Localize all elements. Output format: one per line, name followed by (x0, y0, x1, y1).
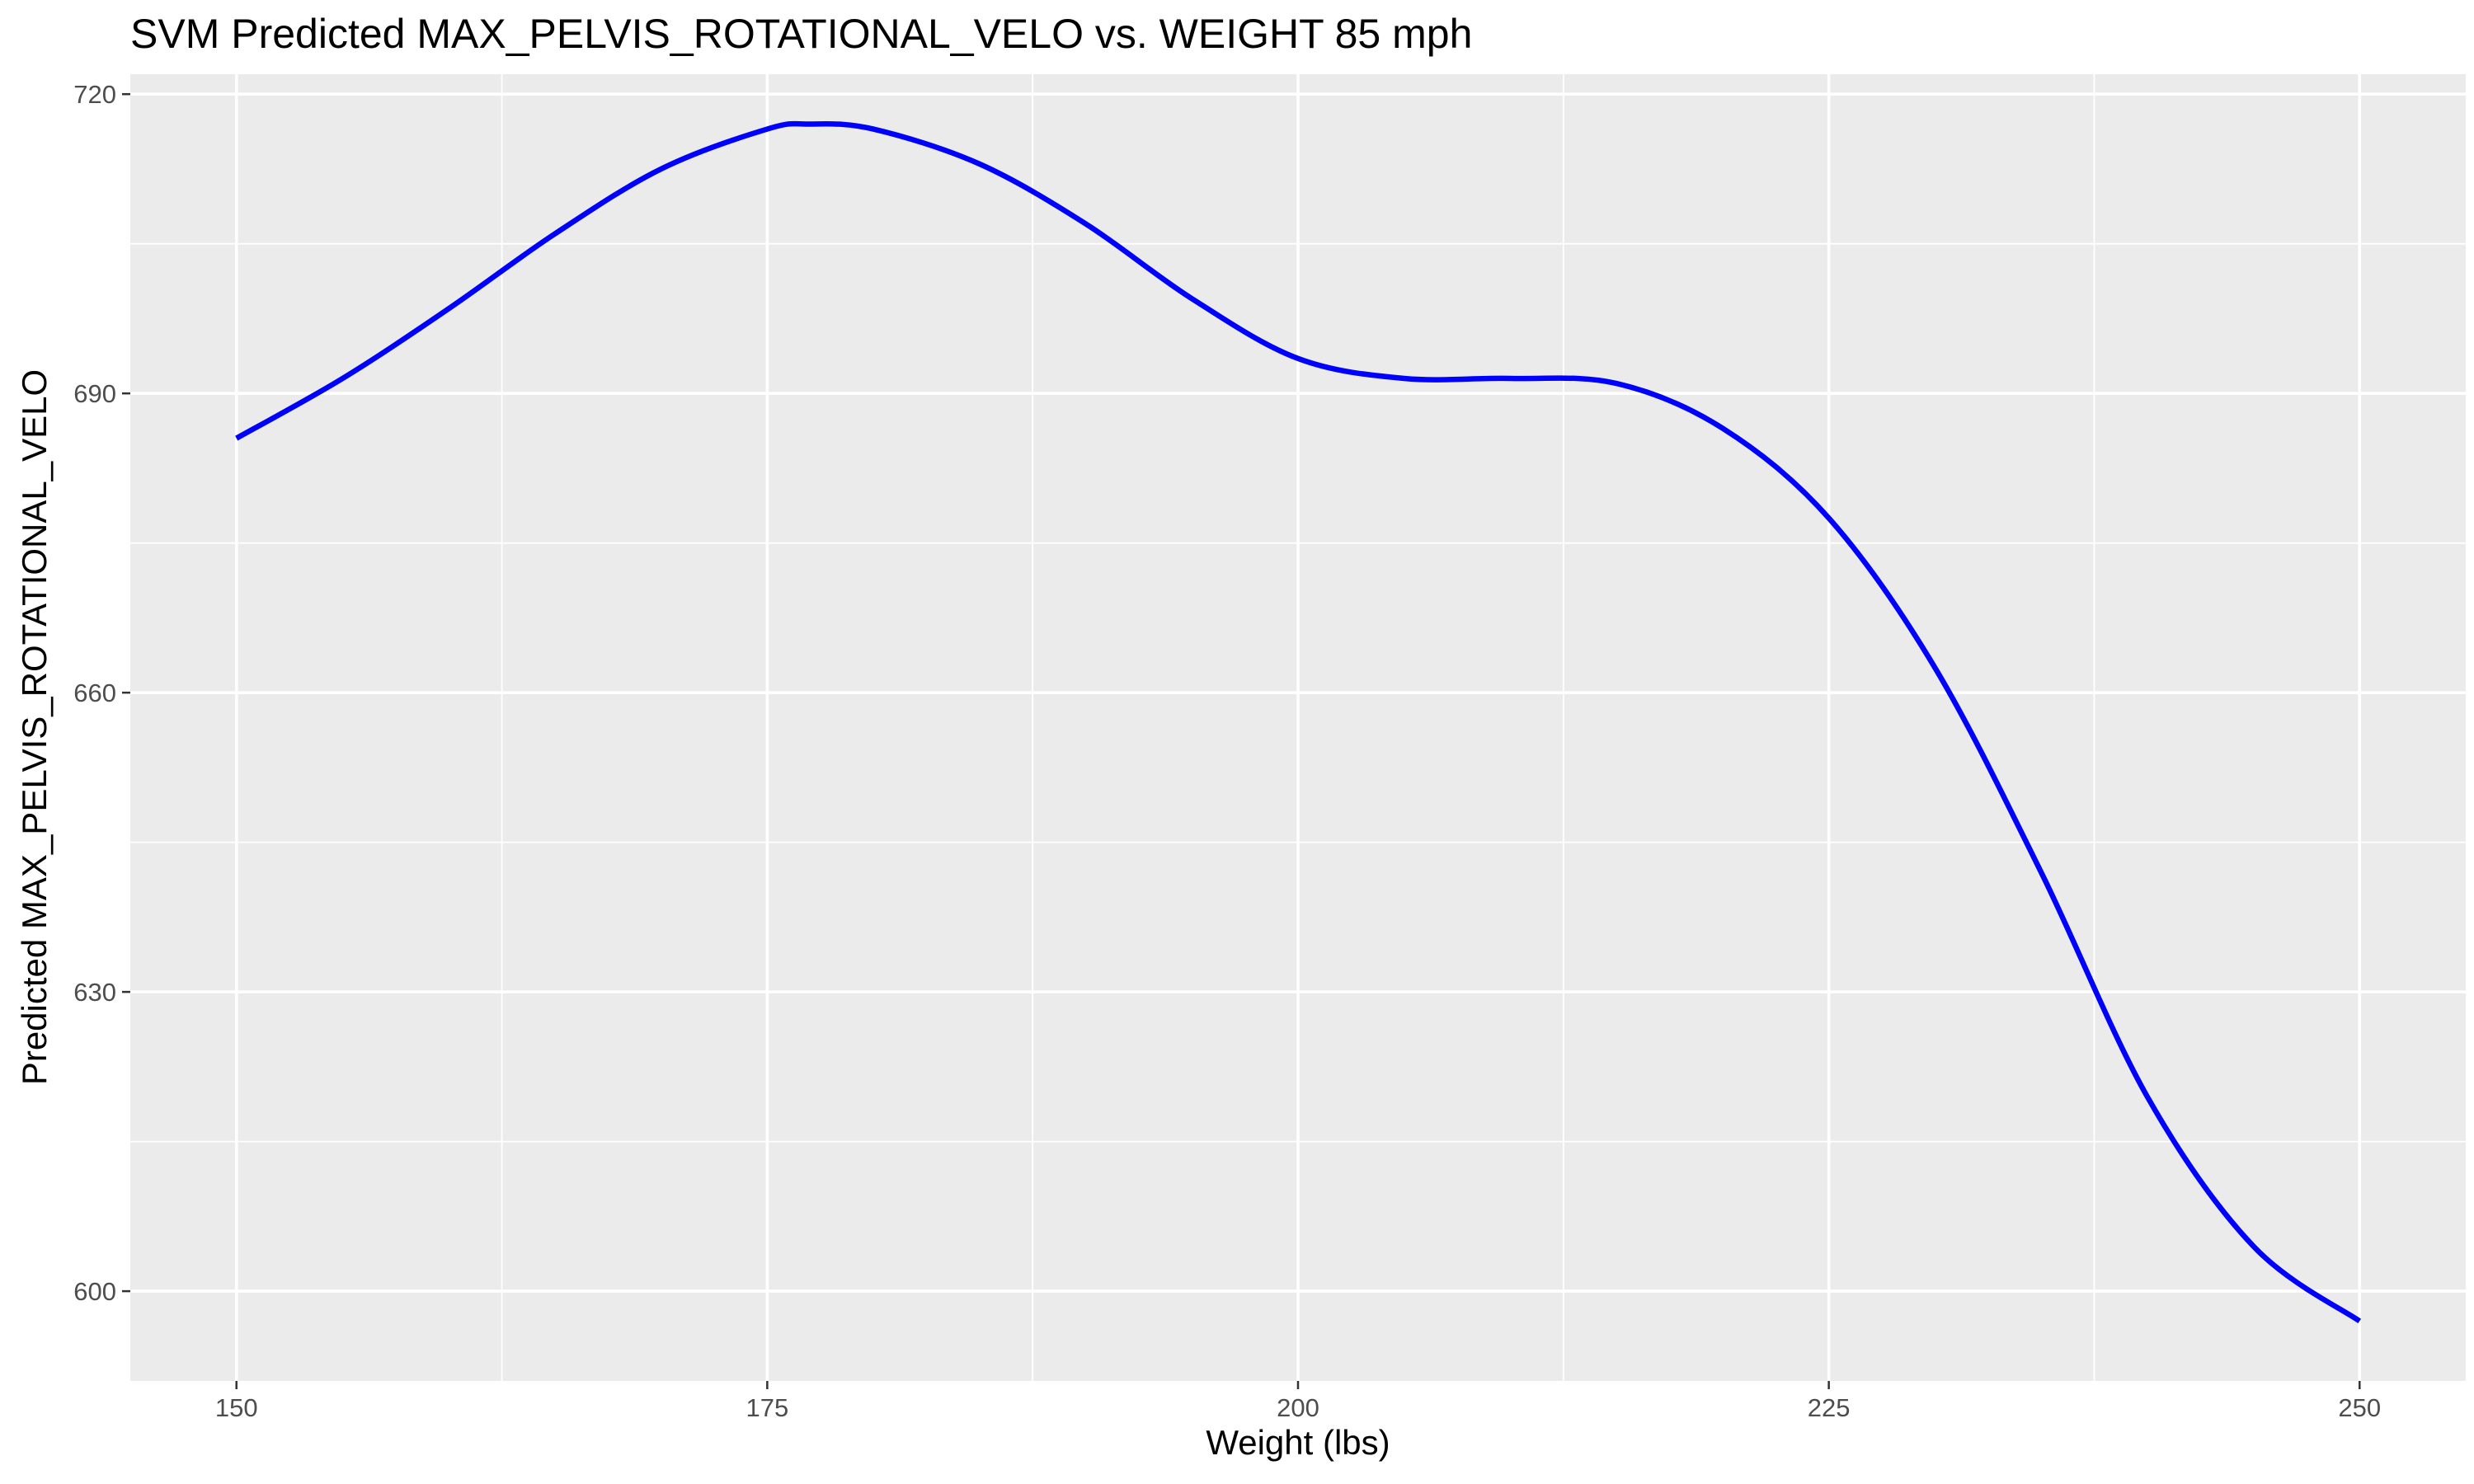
y-tick-label: 690 (73, 379, 116, 408)
series-layer (235, 120, 2362, 1324)
series-line (235, 120, 2362, 1324)
y-tick-label: 600 (73, 1277, 116, 1306)
y-tick-label: 630 (73, 978, 116, 1007)
chart-title: SVM Predicted MAX_PELVIS_ROTATIONAL_VELO… (130, 11, 1472, 57)
x-tick-label: 150 (215, 1393, 258, 1422)
x-tick-label: 225 (1808, 1393, 1851, 1422)
x-tick-label: 250 (2338, 1393, 2381, 1422)
x-tick-label: 200 (1277, 1393, 1319, 1422)
y-axis-title: Predicted MAX_PELVIS_ROTATIONAL_VELO (15, 369, 54, 1085)
y-tick-label: 660 (73, 679, 116, 707)
y-axis-ticks: 600 630 660 690 720 (73, 80, 130, 1306)
x-axis-ticks: 150 175 200 225 250 (215, 1381, 2381, 1422)
x-tick-label: 175 (745, 1393, 788, 1422)
major-gridlines (130, 74, 2466, 1381)
x-axis-title: Weight (lbs) (1206, 1423, 1390, 1462)
y-tick-label: 720 (73, 80, 116, 109)
